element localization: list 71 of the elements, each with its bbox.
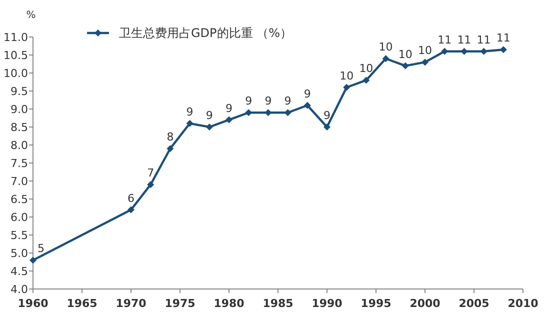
point <box>500 46 507 54</box>
point <box>166 145 174 152</box>
point <box>460 48 468 55</box>
point <box>147 181 154 188</box>
point <box>402 62 409 70</box>
x-tick-label: 1985 <box>262 297 294 310</box>
y-tick-label: 4.0 <box>10 283 28 296</box>
data-label: 11 <box>438 33 452 46</box>
data-label: 9 <box>284 94 292 108</box>
data-label: 8 <box>166 130 174 144</box>
x-tick-label: 1990 <box>312 297 343 310</box>
y-tick-label: 4.5 <box>10 265 28 278</box>
data-label: 11 <box>496 32 510 45</box>
point <box>284 109 292 116</box>
point <box>226 116 232 124</box>
x-tick-label: 2010 <box>508 297 539 310</box>
point <box>264 109 272 116</box>
data-label: 6 <box>128 192 134 205</box>
x-tick-label: 2000 <box>410 297 441 310</box>
data-label: 9 <box>226 102 232 115</box>
data-label: 9 <box>264 94 272 108</box>
data-label: 9 <box>245 94 252 108</box>
y-axis-title: % <box>26 10 36 21</box>
y-tick-label: 6.0 <box>10 211 28 224</box>
data-label: 5 <box>38 242 44 256</box>
data-label: 9 <box>186 105 194 118</box>
point <box>245 109 252 116</box>
y-tick-label: 10.0 <box>4 67 28 80</box>
data-label: 10 <box>359 62 374 76</box>
point <box>206 124 213 130</box>
point <box>343 84 350 91</box>
point <box>480 48 488 55</box>
x-tick-label: 2005 <box>458 297 490 310</box>
y-tick-label: 9.5 <box>10 85 28 98</box>
y-tick-label: 5.5 <box>10 229 28 242</box>
y-tick-label: 8.5 <box>10 121 28 134</box>
data-label: 7 <box>147 166 154 180</box>
data-label: 11 <box>476 33 491 46</box>
legend-label: 卫生总费用占GDP的比重 （%） <box>119 26 292 40</box>
x-tick-label: 1995 <box>360 297 392 310</box>
data-label: 9 <box>206 109 213 122</box>
x-tick-label: 1970 <box>116 297 147 310</box>
data-label: 10 <box>398 48 412 61</box>
y-tick-label: 7.5 <box>10 157 28 170</box>
y-tick-label: 7.0 <box>10 175 28 188</box>
data-label: 11 <box>457 33 472 46</box>
point <box>324 124 330 130</box>
point <box>362 76 370 84</box>
y-tick-label: 8.0 <box>10 139 28 152</box>
y-tick-label: 9.0 <box>10 103 28 116</box>
point <box>304 102 311 109</box>
point <box>30 256 36 264</box>
y-tick-label: 6.5 <box>10 193 28 206</box>
y-tick-label: 11.0 <box>4 31 28 44</box>
point <box>422 58 428 66</box>
x-tick-label: 1980 <box>214 297 245 310</box>
point <box>382 55 390 62</box>
point <box>441 48 448 55</box>
x-tick-label: 1960 <box>18 297 49 310</box>
y-tick-label: 10.5 <box>4 49 28 62</box>
x-tick-label: 1965 <box>66 297 98 310</box>
y-tick-label: 5.0 <box>10 247 28 260</box>
data-label: 9 <box>304 87 311 100</box>
data-label: 10 <box>340 69 354 82</box>
data-label: 10 <box>378 40 393 54</box>
point <box>186 120 194 127</box>
point <box>128 206 134 214</box>
x-tick-label: 1975 <box>164 297 196 310</box>
legend: 卫生总费用占GDP的比重 （%） <box>87 26 292 40</box>
data-label: 10 <box>418 44 432 58</box>
data-label: 9 <box>324 109 330 122</box>
